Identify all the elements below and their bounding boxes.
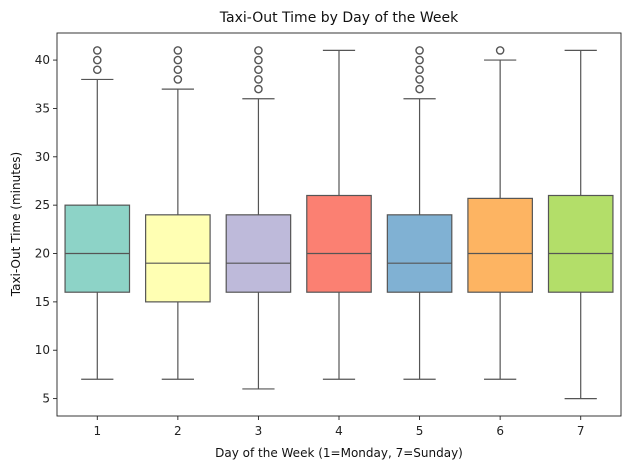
x-tick-label-6: 6: [496, 424, 504, 438]
y-tick-label-35: 35: [35, 101, 50, 115]
y-tick-label-20: 20: [35, 247, 50, 261]
box-5-outlier: [415, 84, 424, 94]
y-tick-label-40: 40: [35, 53, 50, 67]
chart-title: Taxi-Out Time by Day of the Week: [219, 10, 459, 26]
box-4: [306, 194, 372, 293]
box-1-outlier: [92, 65, 102, 75]
box-2-outlier: [173, 75, 183, 84]
plot-frame: [56, 32, 622, 417]
box-5-outlier: [415, 46, 424, 55]
box-3: [225, 214, 292, 293]
box-5: [386, 214, 453, 293]
box-2-outlier: [173, 46, 183, 55]
box-3-outlier: [254, 46, 263, 55]
box-6-outlier: [495, 46, 505, 55]
box-2-outlier: [173, 65, 183, 75]
y-tick-label-15: 15: [35, 295, 50, 309]
box-1-outlier: [92, 46, 102, 55]
x-tick-label-5: 5: [416, 424, 424, 438]
x-axis-label: Day of the Week (1=Monday, 7=Sunday): [215, 446, 463, 460]
y-tick-label-5: 5: [42, 392, 50, 406]
box-5-outlier: [415, 65, 424, 75]
box-1-outlier: [92, 55, 102, 65]
box-3-outlier: [254, 75, 263, 84]
box-6: [467, 197, 533, 293]
y-tick-label-30: 30: [35, 150, 50, 164]
box-3-outlier: [254, 55, 263, 65]
box-2: [145, 214, 211, 303]
x-tick-label-3: 3: [255, 424, 263, 438]
box-5-outlier: [415, 55, 424, 65]
x-tick-label-2: 2: [174, 424, 182, 438]
box-5-outlier: [415, 75, 424, 84]
x-tick-label-4: 4: [335, 424, 343, 438]
box-7: [547, 194, 614, 293]
box-3-outlier: [254, 84, 263, 94]
y-tick-label-25: 25: [35, 198, 50, 212]
y-tick-label-10: 10: [35, 343, 50, 357]
y-axis-label: Taxi-Out Time (minutes): [9, 152, 23, 298]
x-tick-label-7: 7: [577, 424, 585, 438]
plot-area: 1 2 3 4 5 6 7 5 10 15 20 25 30 35 40: [35, 32, 622, 438]
box-1: [64, 204, 131, 293]
box-3-outlier: [254, 65, 263, 75]
box-2-outlier: [173, 55, 183, 65]
x-tick-label-1: 1: [93, 424, 101, 438]
